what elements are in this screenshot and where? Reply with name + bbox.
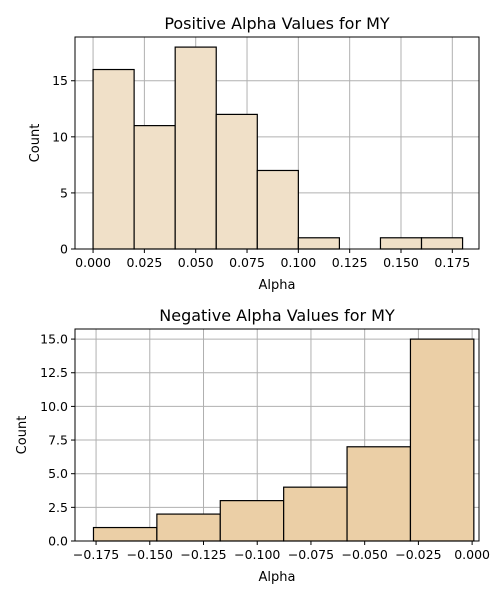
chart-title: Negative Alpha Values for MY [159, 306, 395, 325]
y-tick-label: 2.5 [48, 500, 68, 515]
negative-alpha-histogram: −0.175 −0.150 −0.125 −0.100 −0.075 −0.050 −0.0… [15, 306, 490, 585]
y-tick-label: 12.5 [40, 365, 68, 380]
histogram-bar [219, 500, 285, 542]
y-axis-label: Count [28, 124, 43, 163]
y-tick-label: 0 [60, 242, 68, 257]
histogram-bar [379, 237, 423, 250]
x-tick-label: 0.075 [229, 255, 265, 270]
x-axis-label: Alpha [259, 570, 296, 585]
x-tick-label: −0.175 [73, 547, 119, 562]
histogram-bar [420, 237, 464, 250]
y-tick-label: 10 [52, 129, 68, 144]
x-tick-label: −0.150 [127, 547, 173, 562]
histogram-bar [409, 338, 475, 542]
y-tick-label: 5 [60, 185, 68, 200]
histogram-bar [133, 125, 176, 250]
y-axis-label: Count [15, 416, 30, 455]
chart-title: Positive Alpha Values for MY [164, 14, 390, 33]
histogram-bar [92, 68, 135, 250]
x-tick-label: −0.025 [395, 547, 441, 562]
histogram-bar [256, 169, 299, 250]
y-tick-label: 5.0 [48, 466, 68, 481]
y-tick-label: 10.0 [40, 399, 68, 414]
histogram-bar [346, 446, 412, 542]
x-tick-label: 0.175 [434, 255, 470, 270]
positive-alpha-histogram: 0.000 0.025 0.050 0.075 0.100 0.125 0.150 0.175… [28, 14, 480, 293]
x-tick-label: 0.150 [383, 255, 419, 270]
histogram-bar [92, 526, 158, 542]
plot-frame [74, 328, 480, 542]
histogram-bar [156, 513, 221, 542]
x-tick-label: −0.075 [288, 547, 334, 562]
x-tick-label: 0.025 [126, 255, 162, 270]
y-tick-label: 15 [52, 73, 68, 88]
plot-frame [74, 36, 480, 250]
histogram-bar [297, 237, 341, 250]
y-tick-label: 7.5 [48, 433, 68, 448]
x-tick-label: 0.125 [332, 255, 368, 270]
x-tick-label: −0.125 [180, 547, 226, 562]
histogram-bar [215, 113, 258, 250]
x-tick-label: −0.100 [234, 547, 280, 562]
y-tick-label: 0.0 [48, 534, 68, 549]
x-tick-label: 0.000 [454, 547, 490, 562]
y-tick-label: 15.0 [40, 332, 68, 347]
histogram-bar [283, 486, 348, 542]
histogram-bar [174, 46, 217, 250]
x-tick-label: 0.100 [280, 255, 316, 270]
x-tick-label: 0.000 [75, 255, 111, 270]
x-tick-label: 0.050 [178, 255, 214, 270]
x-axis-label: Alpha [259, 278, 296, 293]
x-tick-label: −0.050 [342, 547, 388, 562]
